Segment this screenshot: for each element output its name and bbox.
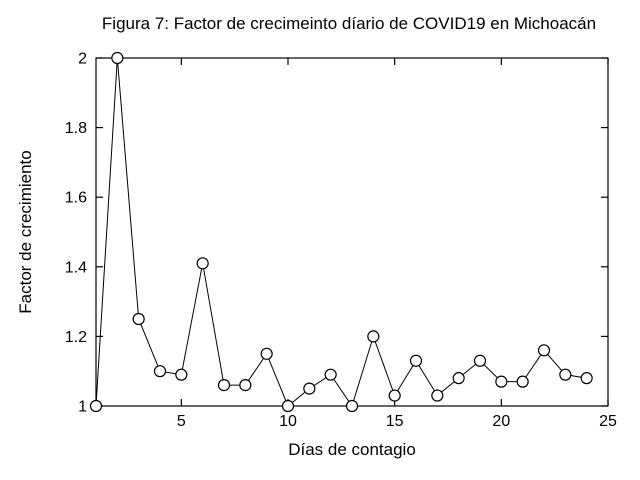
data-point-marker bbox=[516, 375, 529, 388]
data-point-marker bbox=[559, 368, 572, 381]
chart-title: Figura 7: Factor de crecimeinto díario d… bbox=[101, 14, 597, 33]
data-point-marker bbox=[260, 347, 273, 360]
x-tick-label: 10 bbox=[279, 413, 297, 430]
axis-frame bbox=[95, 57, 609, 407]
y-tick-label: 1.6 bbox=[65, 190, 87, 207]
data-point-marker bbox=[175, 368, 188, 381]
data-point-marker bbox=[196, 257, 209, 270]
data-point-marker bbox=[537, 344, 551, 357]
x-tick-label: 20 bbox=[492, 413, 510, 430]
data-point-marker bbox=[580, 372, 593, 385]
data-point-marker bbox=[409, 354, 423, 367]
data-point-marker bbox=[111, 51, 124, 65]
data-point-marker bbox=[473, 354, 487, 367]
data-point-marker bbox=[495, 375, 508, 388]
y-tick-label: 1 bbox=[78, 399, 87, 416]
data-point-marker bbox=[153, 365, 167, 378]
y-tick-label: 1.2 bbox=[65, 329, 87, 346]
data-point-marker bbox=[431, 389, 444, 402]
y-tick-label: 1.4 bbox=[65, 259, 87, 276]
data-point-marker bbox=[303, 382, 316, 395]
x-tick-label: 15 bbox=[386, 413, 404, 430]
y-tick-label: 1.8 bbox=[65, 120, 87, 137]
data-point-marker bbox=[89, 399, 103, 413]
data-point-marker bbox=[217, 379, 231, 392]
data-point-marker bbox=[345, 399, 359, 413]
data-point-marker bbox=[388, 389, 401, 402]
x-axis-label: Días de contagio bbox=[288, 440, 416, 459]
data-point-marker bbox=[367, 330, 380, 343]
data-point-marker bbox=[239, 379, 252, 392]
line-series bbox=[95, 57, 587, 408]
x-tick-label: 5 bbox=[177, 413, 186, 430]
data-point-marker bbox=[324, 368, 337, 381]
y-tick-label: 2 bbox=[78, 51, 87, 68]
data-point-marker bbox=[281, 399, 295, 413]
x-tick-label: 25 bbox=[599, 413, 617, 430]
data-point-marker bbox=[452, 372, 465, 385]
data-point-marker bbox=[132, 312, 145, 326]
